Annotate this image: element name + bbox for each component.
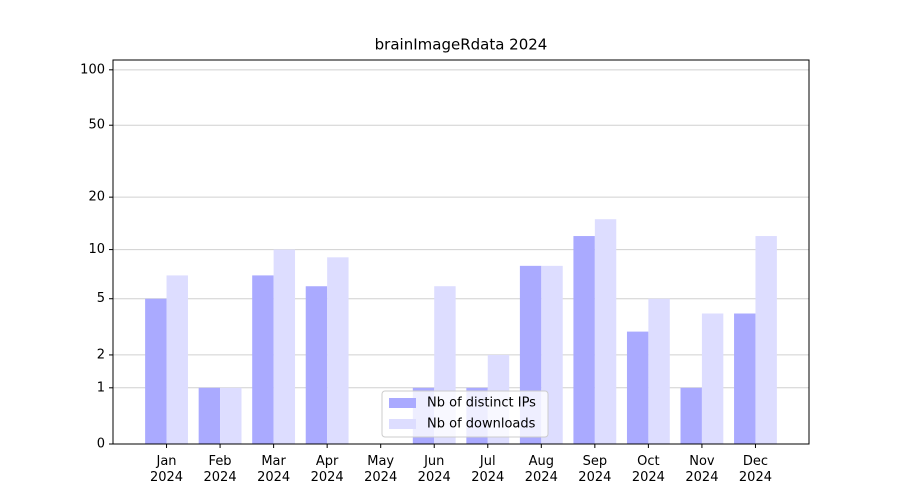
bar [680,387,702,444]
y-tick-label: 2 [97,347,105,362]
bar [701,313,724,444]
bar [252,275,274,444]
x-tick-label: Aug 2024 [525,454,558,485]
bar [305,286,328,444]
y-tick-label: 50 [88,118,105,133]
legend-box [381,390,549,438]
y-tick-label: 1 [97,380,105,395]
x-tick-label: Jan 2024 [150,454,183,485]
y-tick-label: 10 [88,242,105,257]
bar [145,298,167,444]
y-tick-label: 0 [97,437,105,452]
legend-swatch [389,419,416,429]
x-tick-label: Apr 2024 [311,454,344,485]
legend-label: Nb of distinct IPs [427,396,536,411]
bar [273,249,296,444]
x-tick-label: May 2024 [364,454,397,485]
x-tick-label: Feb 2024 [204,454,237,485]
x-tick-label: Nov 2024 [685,454,718,485]
bar [198,387,221,444]
chart-title: brainImageRdata 2024 [375,36,548,54]
bar [734,313,756,444]
x-tick-label: Dec 2024 [739,454,772,485]
x-tick-label: Mar 2024 [257,454,290,485]
y-tick-label: 100 [80,62,105,77]
bar [573,236,595,444]
x-tick-label: Oct 2024 [632,454,665,485]
bar [755,236,777,444]
bar [594,219,617,444]
bar [327,257,349,444]
bar [220,387,242,444]
plot-frame [112,59,810,445]
bar [626,331,649,444]
y-tick-label: 20 [88,190,105,205]
x-tick-label: Jun 2024 [418,454,451,485]
x-tick-label: Sep 2024 [578,454,611,485]
legend-swatch [389,398,416,408]
bar [166,275,188,444]
x-tick-label: Jul 2024 [471,454,504,485]
bar [648,298,670,444]
legend-label: Nb of downloads [427,417,536,432]
y-tick-label: 5 [97,291,105,306]
